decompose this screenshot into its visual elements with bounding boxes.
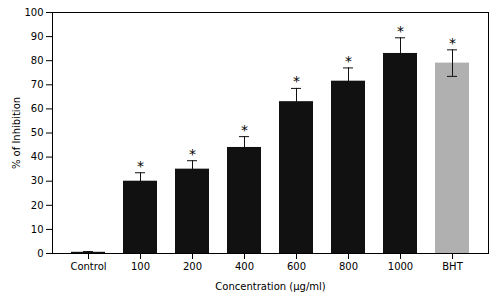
svg-text:*: *: [137, 158, 144, 174]
svg-text:70: 70: [31, 79, 44, 90]
svg-text:0: 0: [37, 248, 43, 259]
svg-text:*: *: [449, 35, 456, 51]
svg-text:Control: Control: [70, 261, 106, 272]
svg-text:*: *: [241, 122, 248, 138]
svg-text:1000: 1000: [388, 261, 413, 272]
svg-text:800: 800: [339, 261, 358, 272]
svg-text:Concentration (µg/ml): Concentration (µg/ml): [215, 281, 325, 292]
svg-text:% of Inhibition: % of Inhibition: [11, 97, 22, 169]
svg-text:BHT: BHT: [442, 261, 463, 272]
svg-text:10: 10: [31, 224, 44, 235]
svg-text:*: *: [293, 73, 300, 89]
svg-text:30: 30: [31, 175, 44, 186]
svg-text:*: *: [397, 23, 404, 39]
svg-text:60: 60: [31, 103, 44, 114]
svg-text:100: 100: [24, 7, 43, 18]
svg-text:80: 80: [31, 55, 44, 66]
svg-text:400: 400: [235, 261, 254, 272]
svg-text:40: 40: [31, 151, 44, 162]
svg-text:50: 50: [31, 127, 44, 138]
svg-text:*: *: [189, 146, 196, 162]
svg-text:200: 200: [183, 261, 202, 272]
svg-text:*: *: [345, 53, 352, 69]
svg-text:90: 90: [31, 31, 44, 42]
svg-text:20: 20: [31, 200, 44, 211]
svg-text:600: 600: [287, 261, 306, 272]
svg-text:100: 100: [131, 261, 150, 272]
